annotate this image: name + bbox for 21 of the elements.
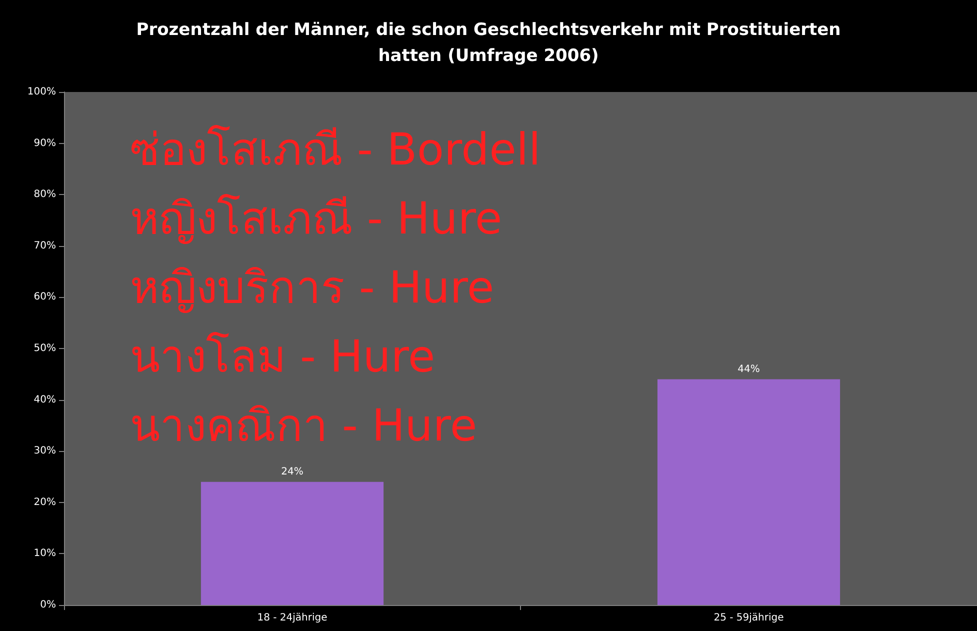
y-tick-label: 20% xyxy=(34,496,56,508)
annotation: หญิงบริการ - Hure xyxy=(130,262,494,314)
y-tick-label: 30% xyxy=(34,446,56,457)
y-tick-label: 80% xyxy=(34,189,56,200)
y-tick-label: 70% xyxy=(34,240,56,252)
annotation: นางคณิกา - Hure xyxy=(130,400,478,452)
x-tick-label: 25 - 59jährige xyxy=(714,612,784,624)
y-tick-label: 10% xyxy=(34,548,56,560)
y-tick-label: 60% xyxy=(34,292,56,303)
x-tick-label: 18 - 24jährige xyxy=(257,612,328,624)
y-tick-label: 90% xyxy=(34,138,56,149)
data-label: 24% xyxy=(281,466,304,478)
y-tick-label: 0% xyxy=(40,600,56,610)
annotation: ซ่องโสเภณี - Bordell xyxy=(130,124,541,176)
y-tick-label: 40% xyxy=(34,394,56,406)
data-label: 44% xyxy=(738,364,760,375)
y-tick-label: 50% xyxy=(34,343,56,354)
annotation: หญิงโสเภณี - Hure xyxy=(130,194,502,244)
y-tick-label: 100% xyxy=(27,86,56,98)
chart-title: Prozentzahl der Männer, die schon Geschlechtsverkehr mit Prostituierten hatten (Umfrage 2006) xyxy=(136,20,841,66)
annotation: นางโลม - Hure xyxy=(130,332,436,382)
